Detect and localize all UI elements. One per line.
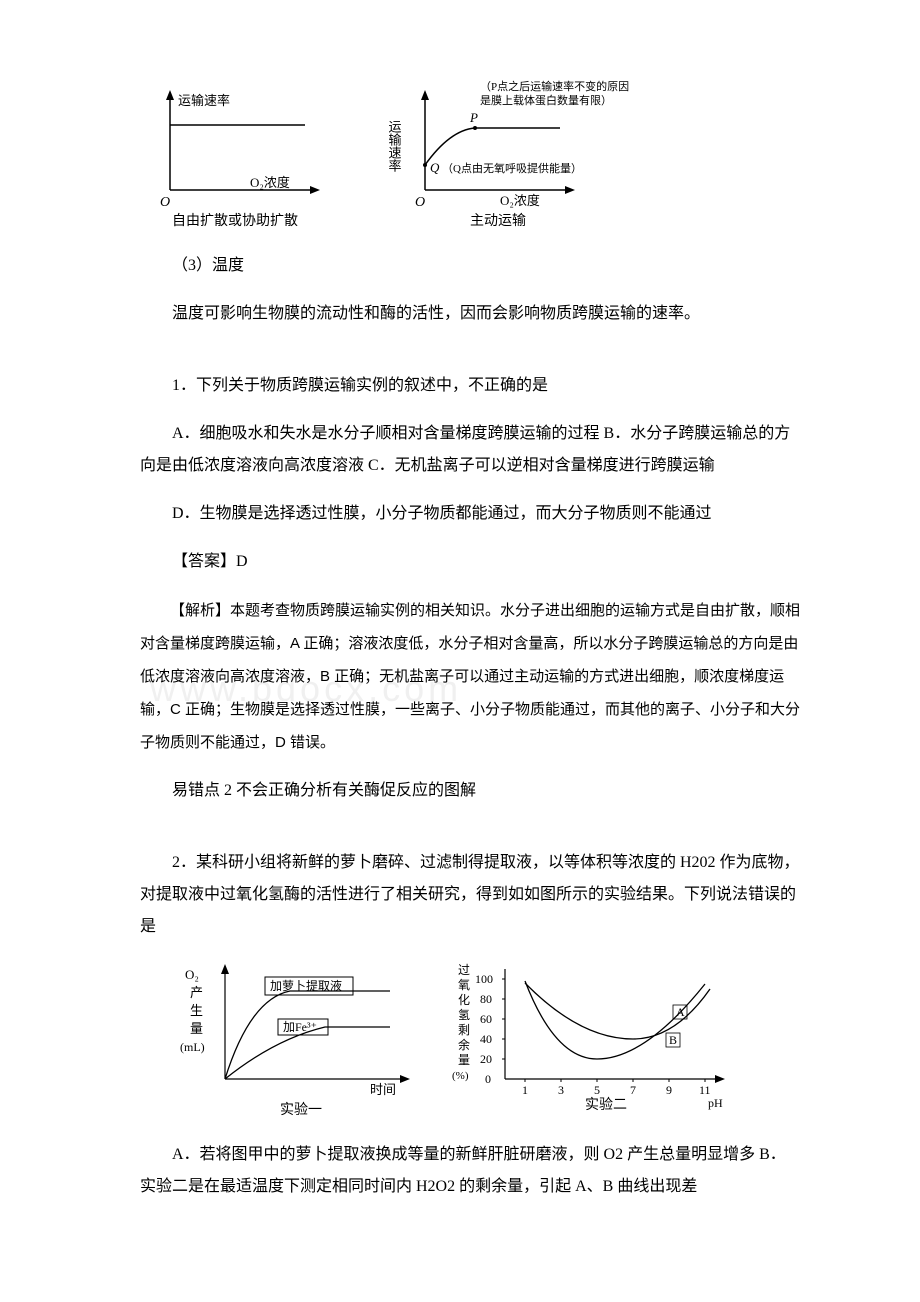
svg-text:20: 20 (480, 1052, 492, 1066)
svg-text:1: 1 (522, 1083, 528, 1097)
svg-text:量: 量 (190, 1021, 203, 1036)
svg-text:7: 7 (630, 1083, 636, 1097)
xlabel-right: O₂浓度 (500, 193, 540, 208)
p3-label: （3）温度 (140, 250, 800, 282)
error-point: 易错点 2 不会正确分析有关酶促反应的图解 (140, 775, 800, 807)
ylabel-right: 运输速率 (387, 120, 402, 172)
diagram-free-diffusion: 运输速率 O O₂浓度 自由扩散或协助扩散 (140, 80, 330, 230)
svg-text:产: 产 (190, 985, 203, 1000)
q1-stem: 1．下列关于物质跨膜运输实例的叙述中，不正确的是 (140, 370, 800, 402)
curve-label-top: 加萝卜提取液 (270, 978, 342, 993)
diagram-active-transport: P Q 运输速率 （P点之后运输速率不变的原因 是膜上载体蛋白数量有限） （Q点… (370, 80, 660, 230)
answer: 【答案】D (140, 546, 800, 578)
svg-text:过: 过 (458, 963, 470, 977)
svg-text:60: 60 (480, 1012, 492, 1026)
svg-text:Q: Q (430, 160, 440, 175)
svg-text:11: 11 (699, 1083, 711, 1097)
svg-text:(mL): (mL) (180, 1040, 205, 1054)
diagram-row-experiments: O₂ 产 生 量 (mL) 加萝卜提取液 加Fe³⁺ 时间 实验一 0 20 4… (180, 959, 800, 1119)
svg-text:剩: 剩 (458, 1023, 470, 1037)
svg-text:量: 量 (458, 1053, 470, 1067)
svg-text:P: P (469, 110, 478, 125)
caption-left: 自由扩散或协助扩散 (172, 213, 298, 229)
q2-stem: 2．某科研小组将新鲜的萝卜磨碎、过滤制得提取液，以等体积等浓度的 H202 作为… (140, 847, 800, 943)
svg-text:40: 40 (480, 1032, 492, 1046)
caption-right: 主动运输 (470, 213, 526, 229)
annot-p2: 是膜上载体蛋白数量有限） (480, 93, 612, 107)
p3-text: 温度可影响生物膜的流动性和酶的活性，因而会影响物质跨膜运输的速率。 (140, 298, 800, 330)
q1-abc: A．细胞吸水和失水是水分子顺相对含量梯度跨膜运输的过程 B．水分子跨膜运输总的方… (140, 418, 800, 482)
diagram-experiment-1: O₂ 产 生 量 (mL) 加萝卜提取液 加Fe³⁺ 时间 实验一 (180, 959, 420, 1119)
svg-text:80: 80 (480, 992, 492, 1006)
q1-d: D．生物膜是选择透过性膜，小分子物质都能通过，而大分子物质则不能通过 (140, 498, 800, 530)
diagram-row-top: 运输速率 O O₂浓度 自由扩散或协助扩散 P Q 运输速率 （P点之后运输速率… (140, 80, 800, 230)
svg-text:5: 5 (594, 1083, 600, 1097)
x-label-exp1: 时间 (370, 1082, 396, 1097)
svg-text:余: 余 (458, 1037, 470, 1052)
caption-exp1: 实验一 (280, 1102, 322, 1118)
annot-q: （Q点由无氧呼吸提供能量） (442, 161, 582, 175)
svg-text:化: 化 (458, 993, 470, 1007)
svg-text:B: B (669, 1033, 677, 1047)
analysis-block: www.bdocx.com 【解析】本题考查物质跨膜运输实例的相关知识。水分子进… (140, 594, 800, 759)
svg-text:0: 0 (485, 1072, 491, 1086)
svg-text:pH: pH (708, 1096, 723, 1110)
caption-exp2: 实验二 (585, 1097, 627, 1113)
ylabel-left: 运输速率 (178, 93, 230, 108)
svg-text:3: 3 (558, 1083, 564, 1097)
svg-text:O₂: O₂ (185, 967, 199, 982)
analysis-text: 【解析】本题考查物质跨膜运输实例的相关知识。水分子进出细胞的运输方式是自由扩散，… (140, 594, 800, 759)
svg-text:氢: 氢 (458, 1007, 470, 1022)
svg-text:生: 生 (190, 1003, 203, 1018)
svg-text:A: A (676, 1005, 685, 1019)
svg-text:100: 100 (475, 972, 493, 986)
svg-text:(%): (%) (452, 1070, 469, 1082)
svg-text:氧: 氧 (458, 978, 470, 992)
curve-label-bottom: 加Fe³⁺ (283, 1020, 317, 1034)
svg-text:9: 9 (666, 1083, 672, 1097)
q2-tail: A．若将图甲中的萝卜提取液换成等量的新鲜肝脏研磨液，则 O2 产生总量明显增多 … (140, 1139, 800, 1203)
svg-text:O: O (160, 195, 170, 210)
svg-text:O: O (415, 195, 425, 210)
diagram-experiment-2: 0 20 40 60 80 100 1 3 5 7 9 11 A B 过 氧 化… (450, 959, 740, 1119)
xlabel-left: O₂浓度 (250, 175, 290, 190)
annot-p1: （P点之后运输速率不变的原因 (480, 80, 629, 93)
